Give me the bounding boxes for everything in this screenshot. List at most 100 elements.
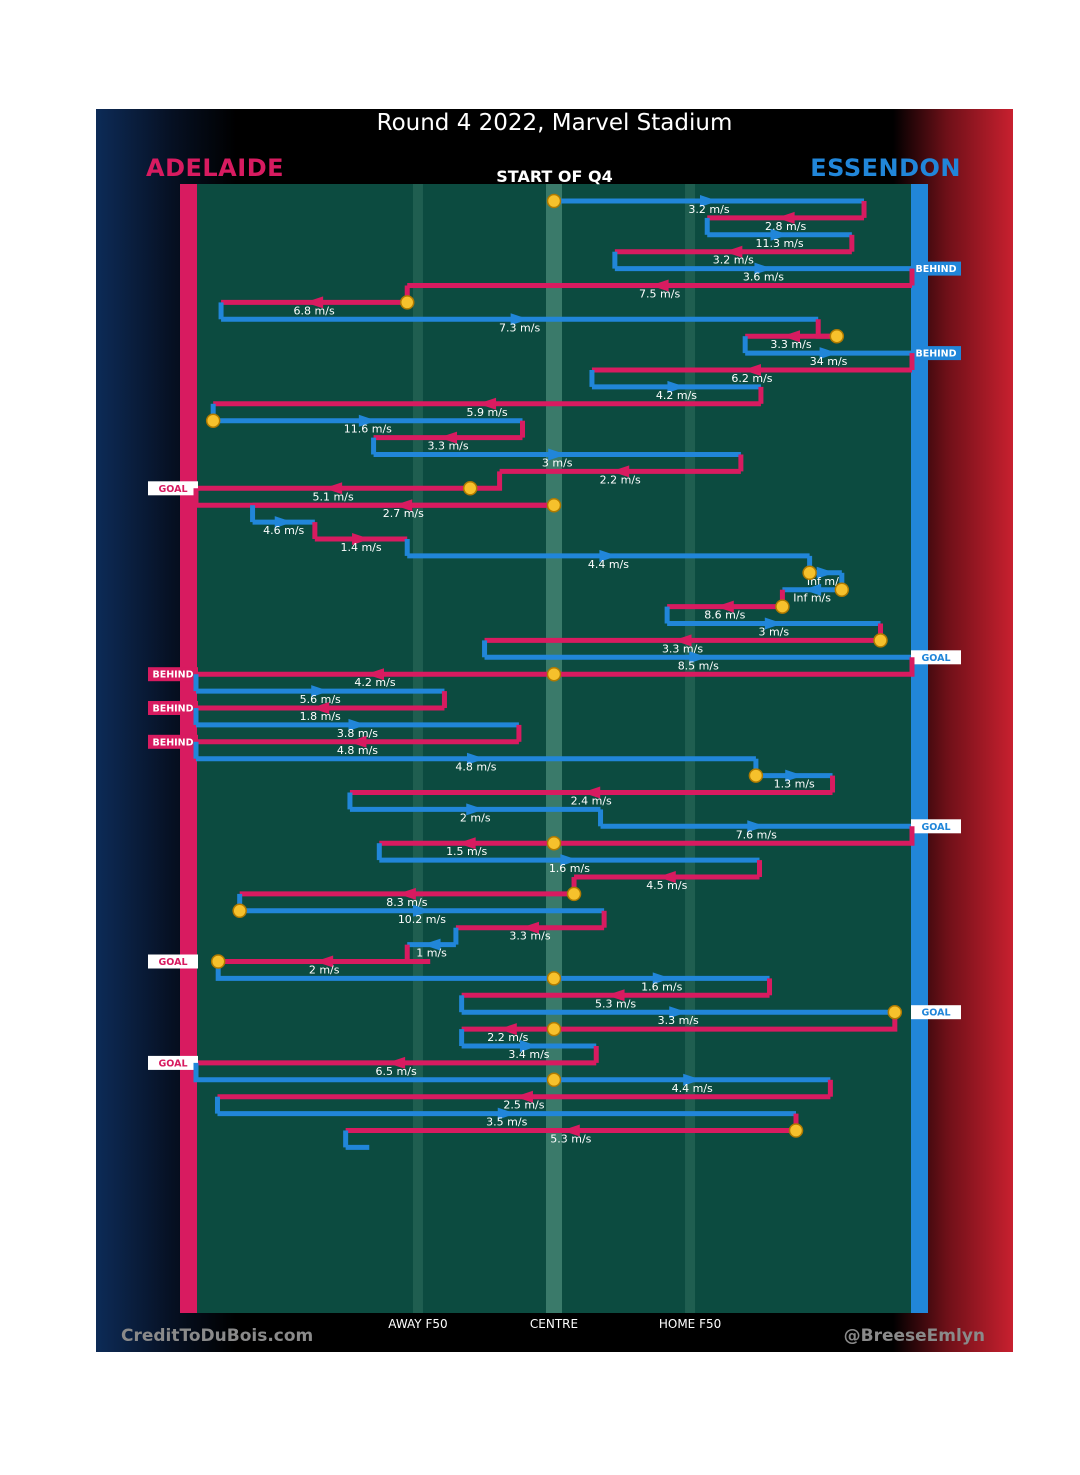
direction-arrow (819, 347, 838, 360)
direction-arrow (683, 1073, 702, 1086)
direction-arrow (439, 431, 458, 444)
direction-arrow (497, 1107, 516, 1120)
direction-arrow (324, 482, 343, 495)
goal-badge (148, 954, 198, 969)
speed-label: 10.2 m/s (398, 913, 446, 926)
direction-arrow (478, 397, 497, 410)
direction-arrow (715, 600, 734, 613)
direction-arrow (700, 195, 719, 207)
event-label: GOAL (158, 1058, 187, 1069)
direction-arrow (724, 245, 743, 258)
direction-arrow (652, 972, 671, 985)
direction-arrow (498, 1023, 517, 1036)
ball-marker (873, 633, 888, 648)
ball-marker (546, 666, 562, 682)
speed-label: 7.6 m/s (736, 828, 777, 841)
direction-arrow (387, 1056, 406, 1069)
direction-arrow (669, 1006, 688, 1019)
direction-arrow (358, 414, 377, 427)
speed-label: 5.3 m/s (550, 1133, 591, 1146)
direction-arrow (348, 718, 367, 731)
chain-connector (554, 826, 915, 846)
direction-arrow (803, 583, 822, 596)
direction-arrow (397, 887, 416, 900)
speed-label: 3.3 m/s (662, 642, 703, 655)
direction-arrow (689, 651, 708, 664)
direction-arrow (366, 668, 384, 681)
direction-arrow (311, 685, 330, 698)
ball-marker (462, 481, 478, 496)
speed-label: 34 m/s (810, 355, 848, 368)
speed-label: 3.3 m/s (427, 440, 468, 453)
speed-label: 1.4 m/s (340, 541, 381, 554)
goal-badge (911, 1005, 961, 1020)
speed-label: Inf m/s (793, 592, 831, 605)
direction-arrow (521, 921, 540, 934)
speed-label: 1.8 m/s (300, 710, 341, 723)
speed-label: 3 m/s (758, 626, 789, 639)
ball-marker (210, 954, 226, 969)
credit-left: CreditToDuBois.com (121, 1326, 314, 1346)
ball-marker (546, 1072, 562, 1088)
direction-arrow (311, 702, 330, 714)
direction-arrow (412, 904, 431, 917)
direction-arrow (519, 1040, 538, 1052)
speed-label: 8.5 m/s (678, 659, 719, 672)
chart-frame: AWAY F50 CENTRE HOME F50 3.2 m/s 2.8 m/s 11.3… (96, 109, 1013, 1352)
speed-label: 2.8 m/s (765, 220, 806, 233)
direction-arrow (754, 262, 773, 275)
direction-arrow (599, 549, 618, 562)
ball-marker (546, 971, 562, 986)
event-label: BEHIND (152, 704, 193, 715)
chain-connector (554, 657, 915, 677)
event-label: GOAL (158, 957, 187, 968)
speed-label: 3.5 m/s (486, 1116, 527, 1129)
home-f50-band (685, 184, 696, 1313)
chain-connector (193, 1062, 554, 1083)
x-tick-label: AWAY F50 (388, 1317, 447, 1331)
speed-label: 5.1 m/s (313, 490, 354, 503)
behind-badge (911, 261, 961, 276)
direction-arrow (781, 330, 800, 343)
speed-label: 1.6 m/s (641, 980, 682, 993)
ball-marker (802, 565, 817, 581)
direction-arrow (657, 871, 676, 883)
speed-label: 1.6 m/s (549, 862, 590, 875)
ball-marker (205, 413, 221, 428)
speed-label: 3.8 m/s (337, 727, 378, 740)
speed-label: 3.2 m/s (688, 203, 729, 216)
speed-label: 6.2 m/s (731, 372, 772, 385)
direction-arrow (548, 448, 567, 461)
ball-marker (788, 1123, 804, 1138)
speed-label: 11.3 m/s (755, 237, 803, 250)
direction-arrow (611, 465, 630, 478)
speed-label: 4.4 m/s (588, 558, 629, 571)
away-f50-band (412, 184, 423, 1313)
direction-arrow (561, 1124, 580, 1137)
speed-label: 2.4 m/s (571, 795, 612, 808)
direction-arrow (582, 786, 601, 799)
ball-marker (546, 193, 562, 209)
behind-badge (148, 734, 198, 749)
direction-arrow (673, 634, 692, 647)
ball-marker (775, 599, 790, 614)
ball-marker (748, 768, 764, 783)
essendon-goal-line (911, 184, 928, 1313)
speed-label: 3 m/s (542, 457, 573, 470)
speed-label: 6.8 m/s (294, 304, 335, 317)
direction-arrow (352, 533, 371, 545)
direction-arrow (667, 380, 686, 393)
direction-arrow (305, 296, 324, 309)
event-label: GOAL (158, 484, 187, 495)
event-label: GOAL (921, 822, 950, 833)
goal-badge (911, 650, 961, 665)
direction-arrow (394, 499, 413, 512)
speed-label: 2.7 m/s (383, 507, 424, 520)
speed-label: 2.2 m/s (600, 473, 641, 486)
behind-badge (911, 346, 961, 361)
ball-marker (566, 886, 582, 902)
event-label: BEHIND (152, 737, 193, 748)
direction-arrow (348, 735, 367, 748)
direction-arrow (422, 938, 441, 951)
speed-label: 3.3 m/s (770, 338, 811, 351)
